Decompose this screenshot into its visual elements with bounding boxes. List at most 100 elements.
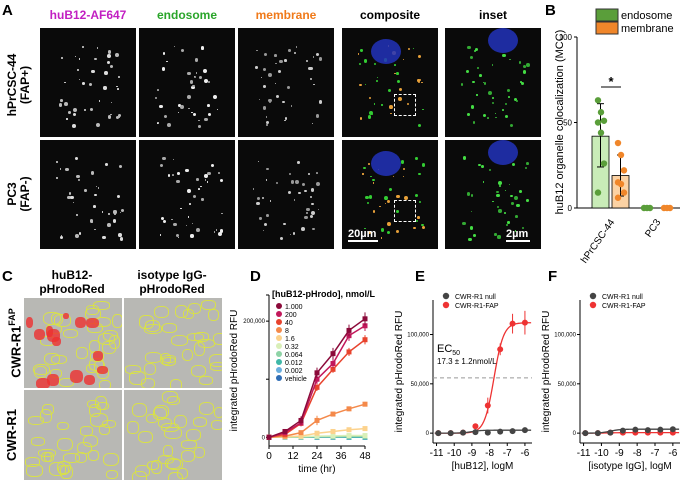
data-point [485,403,491,409]
legend-swatch [596,9,618,21]
x-tick-label: -6 [520,448,529,459]
data-point [601,160,607,166]
y-axis-label: integrated pHrodoRed RFU [229,310,240,432]
data-point [363,316,368,321]
data-point [595,97,601,103]
legend-label: 1.000 [285,304,303,311]
legend-marker [590,293,596,299]
legend-marker [276,327,282,333]
y-tick-label: 100,000 [407,333,429,339]
x-axis-label: time (hr) [298,464,335,475]
legend-marker [276,319,282,325]
y-tick-label: 0 [568,204,573,213]
data-point [472,423,478,429]
y-tick-label: 0 [573,431,577,437]
legend-marker [276,311,282,317]
data-point [315,418,320,423]
legend-marker [276,335,282,341]
y-tick-label: 0 [426,431,430,437]
data-point [347,427,352,432]
legend-label: 0.32 [285,344,299,351]
x-tick-label: -10 [447,448,462,459]
data-point [657,427,663,433]
data-point [598,109,604,115]
y-tick-label: 200,000 [243,319,265,325]
x-tick-label: -11 [577,448,591,459]
data-point [645,427,651,433]
x-tick-label: -9 [467,448,476,459]
data-point [510,321,516,327]
x-tick-label: -11 [430,448,444,459]
y-tick-label: 50,000 [558,382,577,388]
legend-marker [276,303,282,309]
data-point [299,430,304,435]
data-point [315,370,320,375]
legend-label: 0.012 [285,360,303,367]
legend-label: CWR-R1-FAP [455,303,499,310]
legend-marker [590,302,596,308]
data-point [618,181,624,187]
legend-label: CWR-R1 null [602,294,643,301]
legend-marker [276,375,282,381]
x-axis-label: [huB12], logM [452,461,514,472]
data-point [632,427,638,433]
data-point [331,412,336,417]
data-point [299,418,304,423]
data-point [607,430,613,436]
legend-label: endosome [621,10,672,22]
data-point [435,430,441,436]
legend-label: 0.064 [285,352,303,359]
data-point [595,430,601,436]
legend-marker [443,302,449,308]
data-point [267,435,272,440]
row-label-pc3: PC3 (FAP-) [6,140,32,248]
row-label-hprcsc44: hPrCSC-44 (FAP+) [6,30,32,140]
y-tick-label: 50,000 [411,382,430,388]
data-point [363,337,368,342]
ec50-label: EC50 [437,343,460,357]
x-tick-label: -9 [615,448,624,459]
data-point [347,349,352,354]
data-point [621,189,627,195]
data-point [331,361,336,366]
ec50-value: 17.3 ± 1.2nmol/L [437,357,497,366]
data-point [618,152,624,158]
legend-marker [276,351,282,357]
y-axis-label: integrated pHrodoRed RFU [541,311,552,433]
data-point [331,429,336,434]
data-point [667,205,673,211]
data-point [522,427,528,433]
legend-label: vehicle [285,376,307,383]
data-point [485,430,491,436]
data-point [472,429,478,435]
data-point [615,140,621,146]
data-point [347,406,352,411]
y-axis-label: integrated pHrodoRed RFU [394,311,405,433]
data-point [315,431,320,436]
row-label-cwr: CWR-R1 [4,390,20,480]
data-point [621,167,627,173]
legend-title: [huB12-pHrodo], nmol/L [272,289,375,299]
x-tick-label: hPrCSC-44 [579,217,618,266]
data-point [620,428,626,434]
x-tick-label: 0 [266,451,272,462]
x-axis-label: [isotype IgG], logM [588,461,671,472]
data-point [331,433,336,438]
legend-label: CWR-R1-FAP [602,303,646,310]
data-point [522,320,528,326]
data-point [331,351,336,356]
data-point [497,346,503,352]
legend-swatch [596,22,618,34]
data-point [598,130,604,136]
x-tick-label: -7 [651,448,660,459]
x-tick-label: -10 [594,448,609,459]
y-tick-label: 100,000 [554,333,576,339]
legend-label: 8 [285,328,289,335]
data-point [460,430,466,436]
data-point [582,430,588,436]
data-point [283,429,288,434]
y-axis-label: huB12 organelle colocalization (MCC) [554,30,566,215]
x-tick-label: -7 [503,448,512,459]
